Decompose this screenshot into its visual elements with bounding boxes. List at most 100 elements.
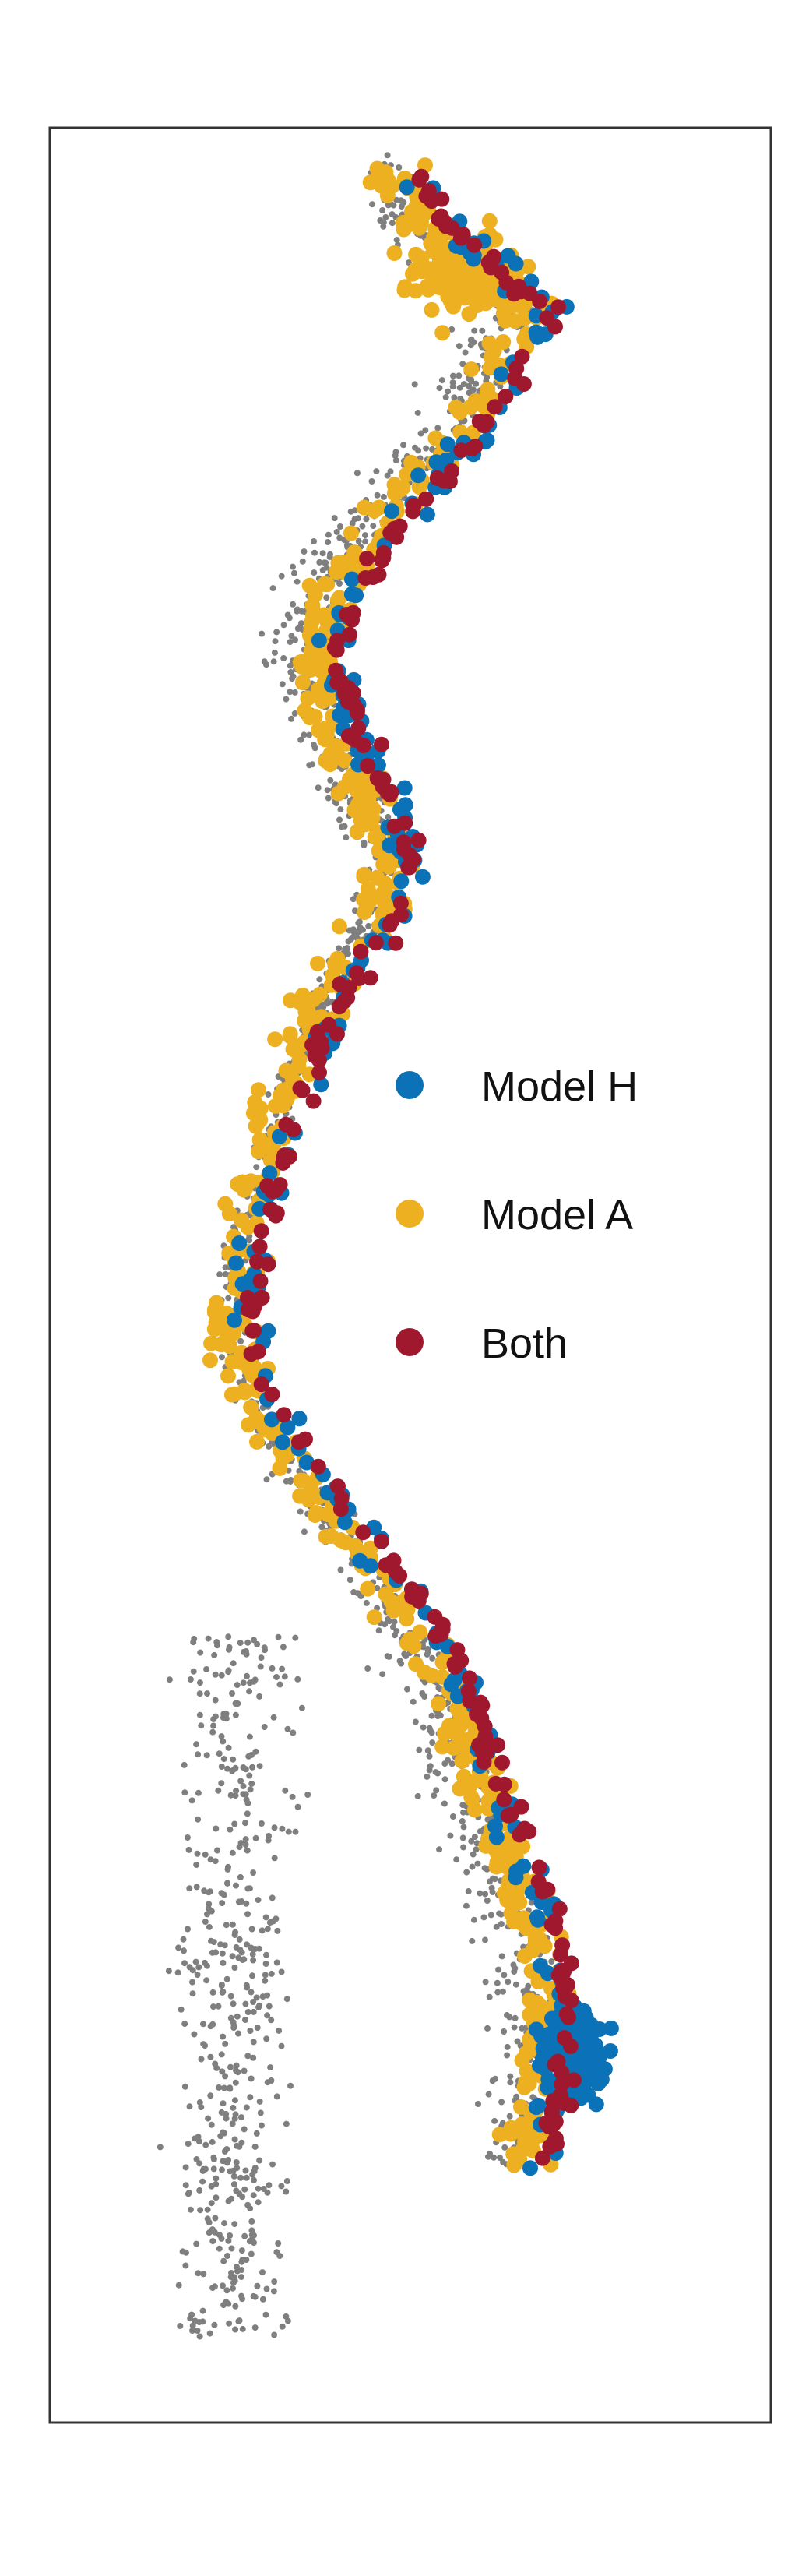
model-a-point bbox=[509, 1883, 526, 1899]
both-point bbox=[393, 907, 410, 923]
both-point bbox=[496, 1792, 512, 1808]
both-point bbox=[507, 370, 523, 386]
background-point bbox=[224, 1880, 230, 1887]
background-point bbox=[186, 1885, 193, 1892]
both-point bbox=[276, 1407, 292, 1423]
background-point bbox=[512, 1965, 519, 1972]
model-a-point bbox=[346, 544, 363, 561]
legend-label-model-h: Model H bbox=[481, 1063, 638, 1110]
background-point bbox=[404, 1686, 410, 1693]
both-point bbox=[307, 1035, 323, 1052]
background-point bbox=[185, 2141, 192, 2148]
model-a-point bbox=[531, 1996, 547, 2013]
model-a-point bbox=[462, 1778, 478, 1795]
both-point bbox=[547, 2113, 564, 2130]
background-point bbox=[215, 1787, 222, 1794]
background-point bbox=[501, 1972, 508, 1979]
background-point bbox=[392, 456, 399, 463]
background-point bbox=[294, 1803, 301, 1810]
both-point bbox=[406, 497, 422, 513]
background-point bbox=[206, 2219, 213, 2226]
background-point bbox=[318, 1524, 325, 1531]
background-point bbox=[306, 731, 312, 738]
background-point bbox=[207, 1856, 214, 1863]
background-point bbox=[289, 1793, 296, 1800]
background-point bbox=[382, 213, 389, 220]
model-h-point bbox=[291, 1411, 308, 1427]
both-point bbox=[321, 1017, 337, 1033]
background-point bbox=[263, 1476, 270, 1483]
background-point bbox=[354, 1590, 361, 1597]
background-point bbox=[269, 585, 276, 592]
both-point bbox=[553, 1947, 568, 1963]
background-point bbox=[273, 1959, 280, 1966]
background-point bbox=[220, 2033, 227, 2040]
background-point bbox=[245, 1753, 252, 1760]
background-point bbox=[449, 379, 456, 386]
background-point bbox=[175, 2282, 182, 2289]
background-point bbox=[456, 343, 463, 350]
background-point bbox=[251, 1676, 259, 1683]
background-point bbox=[336, 816, 343, 823]
background-point bbox=[507, 2073, 514, 2080]
background-point bbox=[219, 1354, 225, 1361]
background-point bbox=[233, 2187, 240, 2194]
both-point bbox=[345, 685, 361, 701]
background-point bbox=[225, 1633, 232, 1640]
background-point bbox=[368, 478, 375, 485]
background-point bbox=[493, 1923, 500, 1930]
background-point bbox=[389, 220, 396, 227]
model-a-point bbox=[506, 2157, 522, 2173]
background-point bbox=[294, 1676, 301, 1683]
background-point bbox=[249, 1764, 255, 1771]
background-point bbox=[325, 539, 332, 545]
background-point bbox=[244, 2053, 251, 2060]
model-h-point bbox=[428, 454, 445, 470]
model-a-point bbox=[396, 282, 413, 298]
background-point bbox=[250, 2008, 257, 2015]
background-point bbox=[456, 372, 463, 379]
model-a-point bbox=[323, 1528, 339, 1544]
both-point bbox=[310, 1458, 326, 1475]
model-h-point bbox=[399, 179, 415, 196]
both-point bbox=[379, 784, 396, 801]
both-point bbox=[484, 252, 501, 268]
background-point bbox=[194, 1850, 201, 1857]
model-a-point bbox=[442, 290, 459, 306]
background-point bbox=[196, 1711, 203, 1718]
background-point bbox=[504, 2052, 511, 2059]
background-point bbox=[237, 1840, 244, 1846]
background-point bbox=[453, 1856, 460, 1863]
background-point bbox=[240, 1648, 247, 1655]
background-point bbox=[311, 549, 318, 556]
background-point bbox=[189, 1979, 195, 1986]
background-point bbox=[271, 2278, 278, 2285]
background-point bbox=[468, 1838, 475, 1845]
background-point bbox=[266, 1443, 273, 1450]
background-point bbox=[212, 2215, 219, 2222]
model-a-point bbox=[208, 1295, 224, 1311]
model-a-point bbox=[297, 703, 313, 718]
background-point bbox=[230, 2279, 237, 2286]
background-point bbox=[297, 736, 304, 743]
background-point bbox=[185, 2190, 192, 2197]
background-point bbox=[316, 976, 323, 983]
model-a-point bbox=[427, 430, 444, 446]
background-point bbox=[184, 1834, 191, 1841]
background-point bbox=[218, 1982, 225, 1988]
background-point bbox=[196, 2187, 203, 2194]
background-point bbox=[208, 2121, 215, 2128]
both-point bbox=[341, 626, 357, 643]
background-point bbox=[239, 2257, 246, 2264]
model-h-point bbox=[264, 1411, 280, 1428]
background-point bbox=[242, 1791, 249, 1798]
model-a-point bbox=[310, 955, 326, 971]
both-point bbox=[264, 1183, 280, 1200]
background-point bbox=[246, 1688, 253, 1695]
background-point bbox=[290, 1729, 297, 1736]
background-point bbox=[193, 1862, 200, 1868]
background-point bbox=[238, 2114, 244, 2121]
background-point bbox=[414, 1792, 421, 1799]
both-point bbox=[462, 1670, 477, 1686]
model-a-point bbox=[399, 1635, 415, 1651]
